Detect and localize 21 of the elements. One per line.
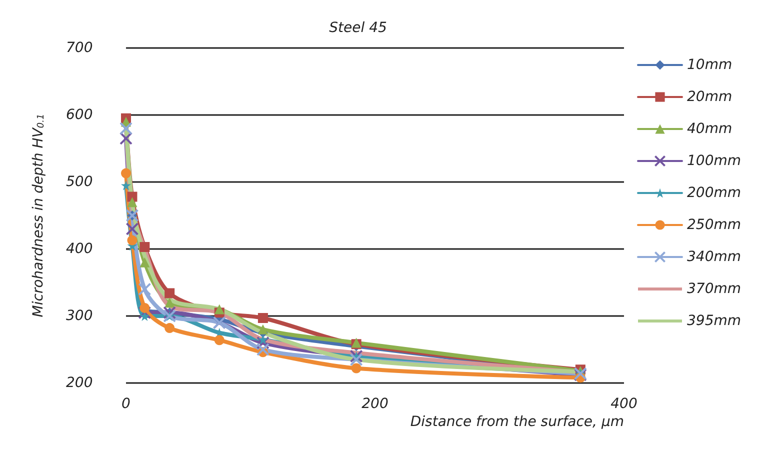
chart-title: Steel 45 xyxy=(329,20,387,36)
x-tick-label: 0 xyxy=(122,396,131,412)
y-axis-title: Microhardness in depth HV0.1 xyxy=(30,114,46,318)
legend-label: 10mm xyxy=(687,57,732,73)
y-tick-label: 300 xyxy=(66,308,93,324)
legend-label: 395mm xyxy=(687,313,742,329)
y-tick-label: 700 xyxy=(66,40,93,56)
y-tick-label: 400 xyxy=(66,241,93,257)
legend-label: 250mm xyxy=(687,217,742,233)
y-tick-label: 500 xyxy=(66,174,93,190)
y-tick-label: 200 xyxy=(66,375,93,391)
x-tick-label: 400 xyxy=(610,396,638,412)
legend-label: 20mm xyxy=(687,89,732,105)
legend-label: 370mm xyxy=(687,281,742,297)
y-tick-label: 600 xyxy=(66,107,93,123)
legend-label: 40mm xyxy=(687,121,732,137)
x-axis-title: Distance from the surface, μm xyxy=(410,414,624,430)
x-tick-label: 200 xyxy=(362,396,388,412)
legend-label: 200mm xyxy=(687,185,742,201)
legend-label: 340mm xyxy=(687,249,742,265)
legend-label: 100mm xyxy=(687,153,742,169)
